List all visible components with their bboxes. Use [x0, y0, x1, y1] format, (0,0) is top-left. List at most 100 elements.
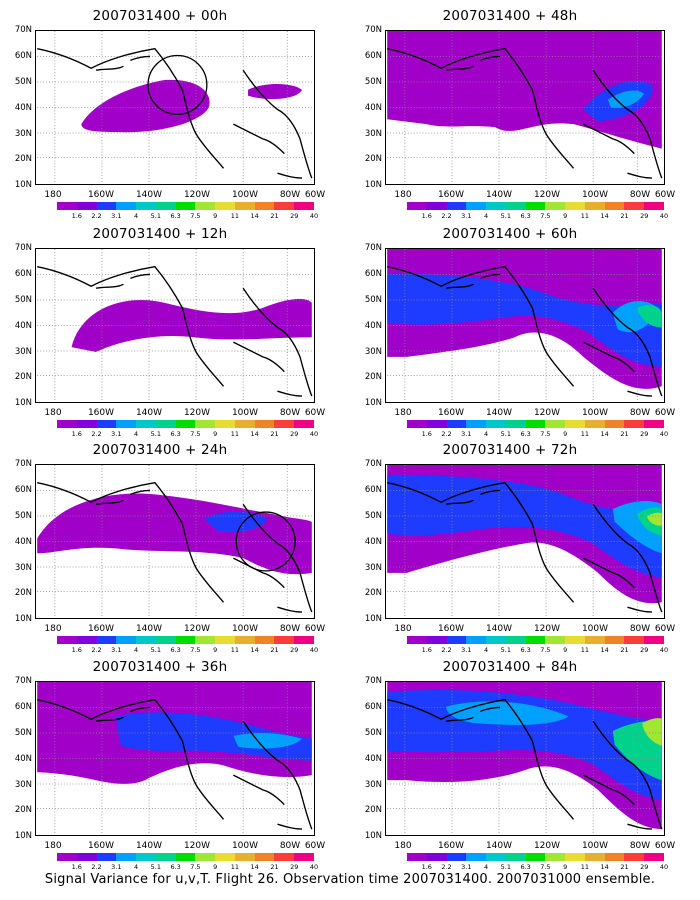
colorbar-swatch [604, 636, 625, 644]
colorbar-label: 11 [580, 430, 590, 438]
colorbar-label: 21 [620, 212, 629, 220]
colorbar-swatch [234, 636, 255, 644]
colorbar [407, 853, 664, 861]
coastline [277, 390, 302, 397]
colorbar-label: 3.1 [111, 863, 122, 871]
colorbar-label: 9 [563, 646, 568, 654]
colorbar-label: 2.2 [91, 863, 102, 871]
colorbar-swatch [155, 202, 176, 210]
colorbar-label: 7.5 [190, 212, 201, 220]
coastline [592, 287, 663, 397]
colorbar-label: 1.6 [421, 212, 432, 220]
coastline [95, 273, 150, 289]
panel-title: 2007031400 + 12h [92, 226, 228, 242]
lon-tick-label: 160W [437, 190, 465, 200]
colorbar-swatch [604, 420, 625, 428]
lon-tick-label: 120W [533, 408, 561, 418]
lat-tick-label: 50N [364, 295, 382, 305]
coastline [592, 503, 663, 613]
colorbar-label: 29 [640, 646, 649, 654]
lat-tick-label: 30N [14, 780, 32, 790]
colorbar-swatch [584, 853, 605, 861]
colorbar-swatch [644, 202, 664, 210]
lon-tick-label: 140W [485, 408, 513, 418]
coastline [387, 481, 575, 603]
coastline [242, 720, 313, 830]
colorbar-label: 9 [563, 212, 568, 220]
colorbar-swatch [76, 420, 97, 428]
lat-tick-label: 40N [364, 103, 382, 113]
lat-tick-label: 70N [364, 243, 382, 253]
lat-tick-label: 40N [14, 103, 32, 113]
map-area [35, 681, 315, 836]
colorbar-swatch [175, 853, 196, 861]
colorbar-label: 2.2 [91, 646, 102, 654]
colorbar-label: 11 [580, 646, 590, 654]
colorbar-swatch [57, 636, 77, 644]
colorbar-label: 40 [309, 430, 319, 438]
lon-tick-label: 160W [87, 190, 115, 200]
colorbar-label: 9 [213, 646, 218, 654]
colorbar-swatch [136, 420, 156, 428]
colorbar-swatch [466, 420, 487, 428]
colorbar-swatch [624, 420, 645, 428]
colorbar-swatch [466, 636, 487, 644]
coastline [37, 481, 225, 603]
lon-tick-label: 120W [533, 841, 561, 851]
coastline [242, 287, 313, 397]
lon-tick-label: 80W [279, 190, 301, 200]
lat-tick-label: 10N [14, 614, 32, 624]
colorbar-label: 9 [213, 212, 218, 220]
lat-tick-label: 50N [14, 77, 32, 87]
colorbar-swatch [57, 420, 77, 428]
lon-tick-label: 180 [44, 624, 62, 634]
colorbar-swatch [407, 202, 427, 210]
colorbar-swatch [446, 202, 467, 210]
coastline [37, 698, 225, 820]
colorbar-swatch [466, 202, 487, 210]
colorbar-label: 6.3 [170, 430, 181, 438]
lon-tick-label: 140W [135, 841, 163, 851]
colorbar-label: 3.1 [111, 430, 122, 438]
colorbar-label: 9 [213, 430, 218, 438]
colorbar-label: 3.1 [111, 212, 122, 220]
variance-region [387, 273, 662, 367]
colorbar-label: 5.1 [150, 863, 162, 871]
colorbar-label: 1.6 [421, 863, 432, 871]
colorbar [407, 202, 664, 210]
colorbar-swatch [565, 636, 585, 644]
colorbar-swatch [76, 202, 97, 210]
lon-tick-label: 180 [44, 841, 62, 851]
colorbar-label: 14 [250, 212, 259, 220]
colorbar-swatch [215, 202, 235, 210]
colorbar-label: 2.2 [441, 863, 452, 871]
colorbar-label: 29 [640, 863, 649, 871]
lat-tick-label: 10N [364, 180, 382, 190]
map-area [35, 30, 315, 185]
colorbar-swatch [624, 853, 645, 861]
colorbar-swatch [234, 853, 255, 861]
map-area [35, 464, 315, 619]
lon-tick-label: 60W [304, 841, 326, 851]
colorbar-swatch [136, 853, 156, 861]
colorbar-label: 40 [659, 212, 669, 220]
lon-tick-label: 120W [183, 190, 211, 200]
colorbar-swatch [195, 636, 216, 644]
colorbar-label: 7.5 [190, 863, 201, 871]
colorbar-swatch [604, 853, 625, 861]
colorbar-swatch [96, 420, 117, 428]
map-svg [387, 465, 663, 617]
colorbar-label: 9 [563, 863, 568, 871]
colorbar-swatch [426, 420, 447, 428]
map-area [385, 681, 665, 836]
colorbar-swatch [486, 420, 506, 428]
coastline [583, 774, 635, 806]
colorbar-swatch [466, 853, 487, 861]
colorbar-swatch [116, 853, 137, 861]
colorbar-swatch [604, 202, 625, 210]
colorbar-label: 40 [659, 863, 669, 871]
colorbar-swatch [407, 636, 427, 644]
colorbar-label: 4 [133, 863, 139, 871]
colorbar-swatch [116, 420, 137, 428]
map-area [385, 248, 665, 403]
